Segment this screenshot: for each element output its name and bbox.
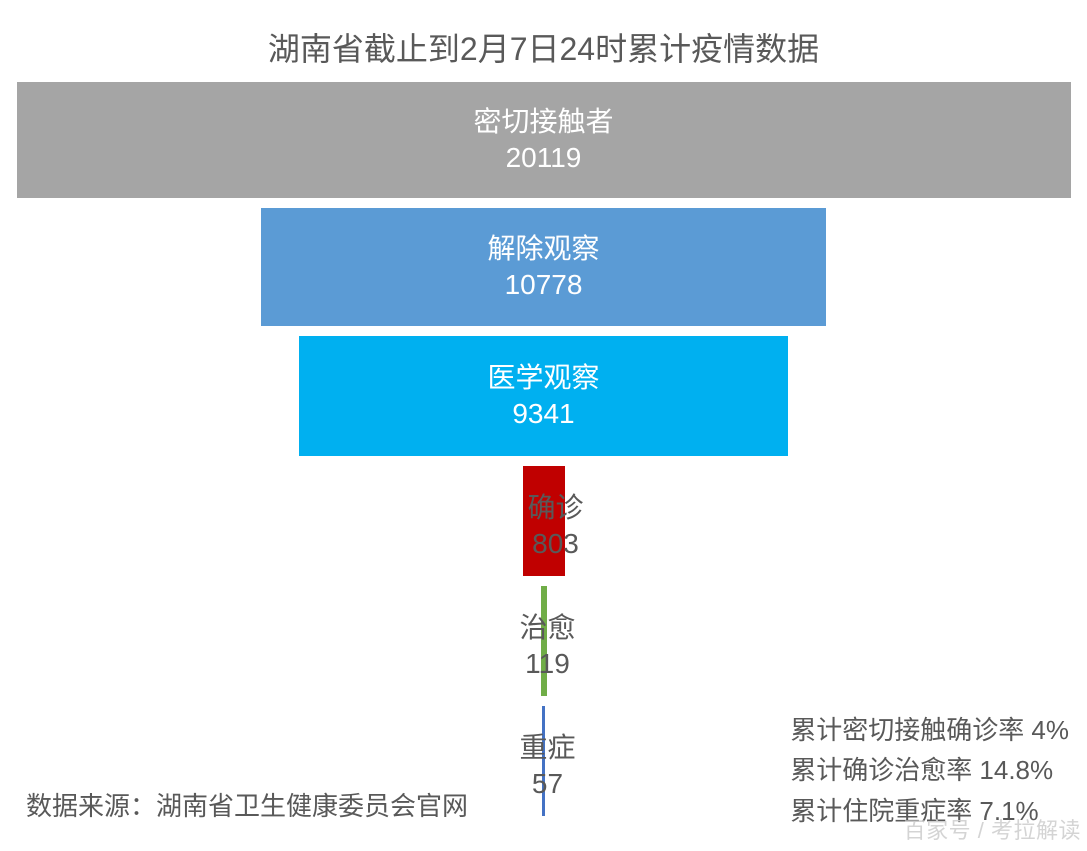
bar-value: 119	[519, 646, 575, 682]
rate-line: 累计密切接触确诊率 4%	[790, 710, 1069, 750]
bar-label: 密切接触者	[473, 104, 613, 140]
bar-value: 57	[519, 766, 575, 802]
funnel-bar: 医学观察9341	[299, 336, 788, 456]
funnel-row: 解除观察10778	[0, 208, 1087, 336]
funnel-row: 密切接触者20119	[0, 82, 1087, 208]
bar-label: 医学观察	[487, 360, 599, 396]
funnel-bar: 解除观察10778	[261, 208, 826, 326]
rate-line: 累计确诊治愈率 14.8%	[790, 750, 1069, 790]
bar-value: 20119	[506, 140, 582, 176]
bar-label: 治愈	[519, 610, 575, 646]
funnel-bar: 密切接触者20119	[17, 82, 1071, 198]
bar-label: 确诊	[527, 490, 583, 526]
bar-value: 803	[527, 526, 583, 562]
data-source: 数据来源：湖南省卫生健康委员会官网	[26, 786, 468, 823]
bar-value: 9341	[512, 396, 574, 432]
bar-value: 10778	[505, 267, 583, 303]
chart-title: 湖南省截止到2月7日24时累计疫情数据	[0, 24, 1087, 70]
funnel-row: 治愈119	[0, 586, 1087, 706]
watermark: 百家号 / 考拉解读	[904, 813, 1081, 845]
bar-text-overlay: 确诊803	[527, 490, 583, 562]
bar-text-overlay: 治愈119	[519, 610, 575, 682]
bar-text-overlay: 重症57	[519, 730, 575, 802]
funnel-row: 确诊803	[0, 466, 1087, 586]
funnel-row: 医学观察9341	[0, 336, 1087, 466]
bar-label: 重症	[519, 730, 575, 766]
bar-label: 解除观察	[487, 231, 599, 267]
